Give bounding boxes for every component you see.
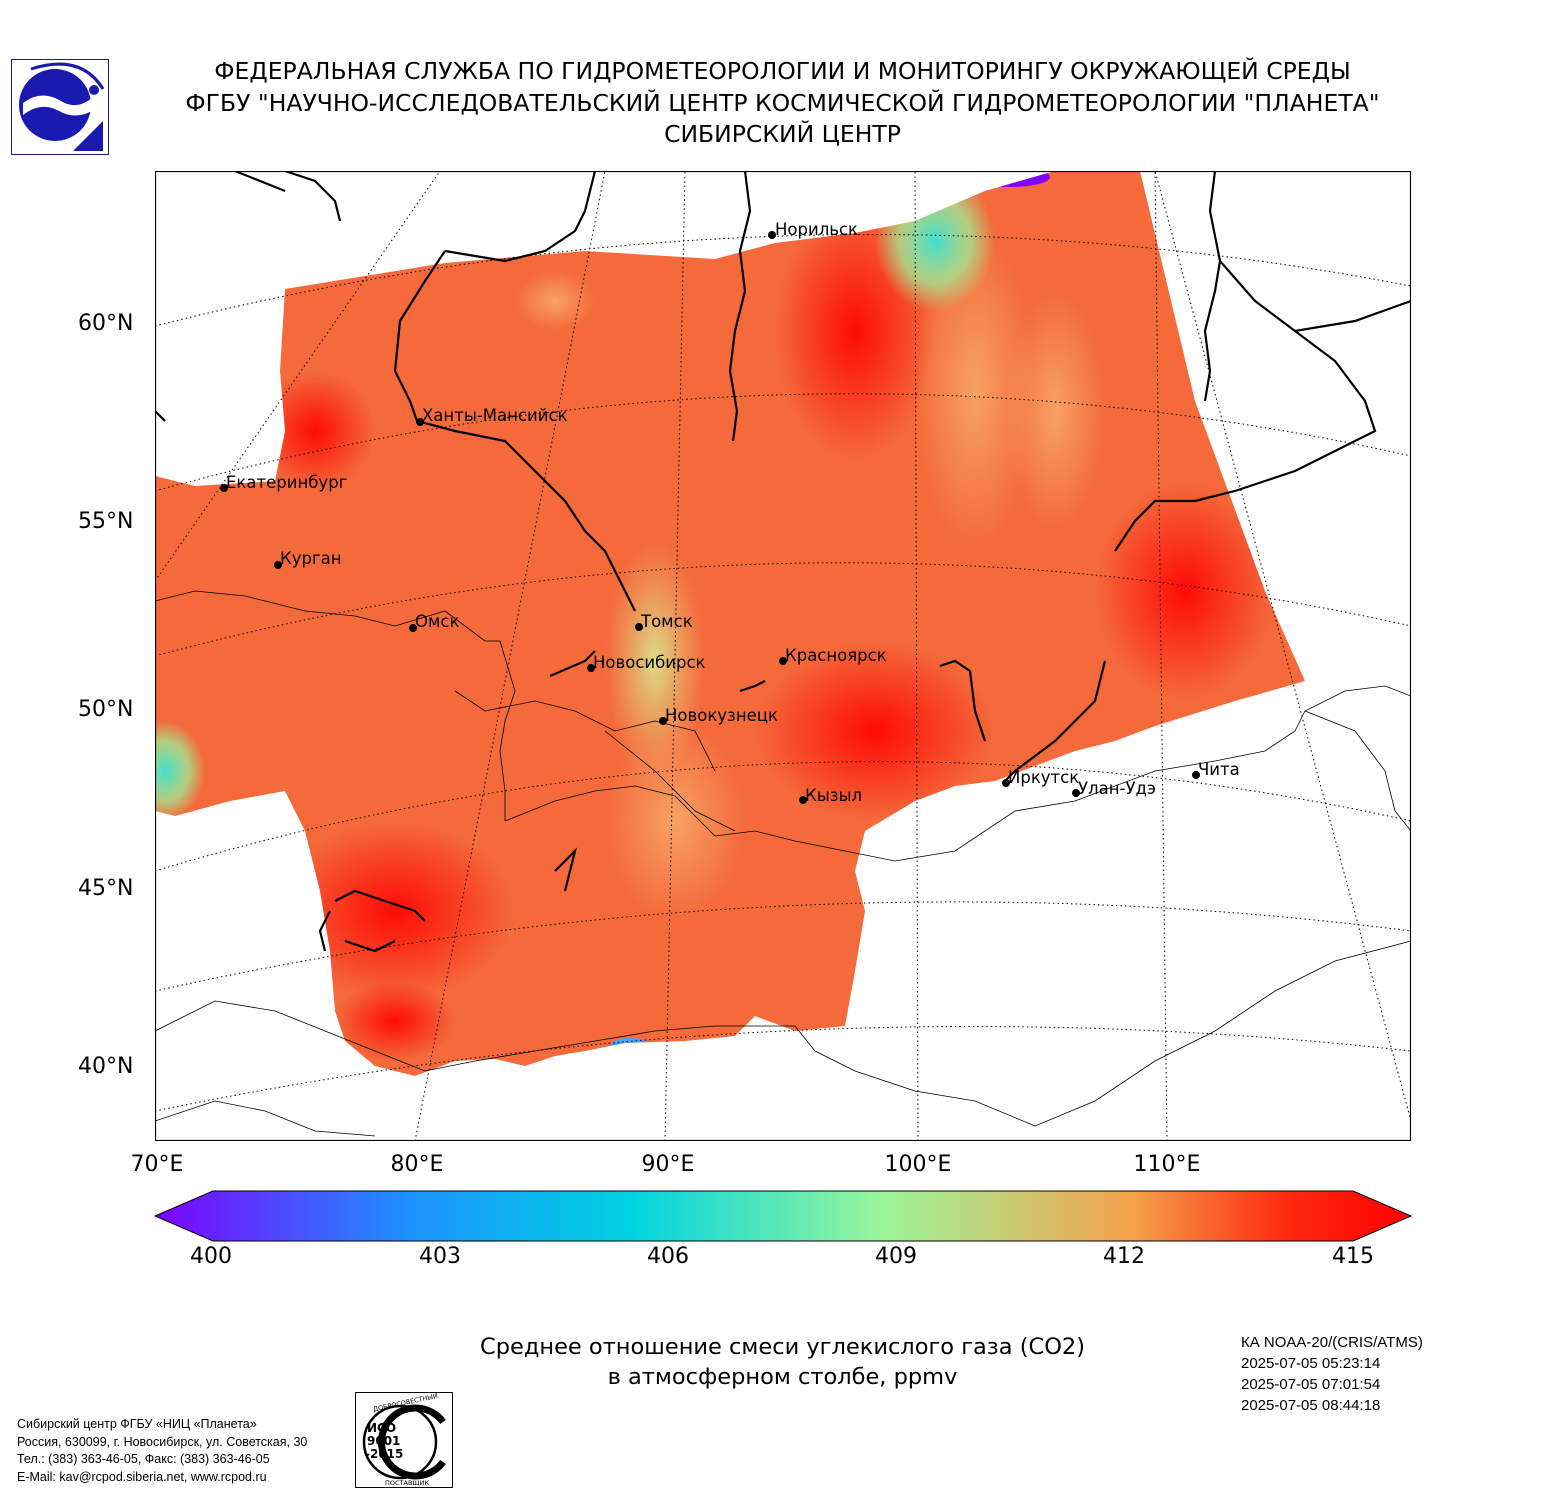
colorbar-tick-412: 412 [1103,1244,1145,1269]
lat-label-50: 50°N [78,697,134,722]
colorbar [153,1190,1413,1242]
city-label-chita: Чита [1198,760,1240,779]
caption-line-2: в атмосферном столбе, ppmv [607,1364,958,1390]
city-krasnoyarsk: Красноярск [779,646,887,665]
lat-label-40: 40°N [78,1054,134,1079]
city-label-novokuznetsk: Новокузнецк [665,706,778,725]
lon-label-110: 110°E [1133,1152,1201,1177]
lon-label-80: 80°E [390,1152,444,1177]
city-markers: Норильск Ханты-Мансийск Екатеринбург Кур… [220,220,1240,805]
address-line-2: Россия, 630099, г. Новосибирск, ул. Сове… [17,1434,308,1449]
city-ulan-ude: Улан-Удэ [1072,779,1156,798]
city-label-irkutsk: Иркутск [1008,768,1079,787]
satellite-name: КА NOAA-20/(CRIS/ATMS) [1241,1334,1423,1351]
map-border [155,171,1411,1141]
satellite-info: КА NOAA-20/(CRIS/ATMS) 2025-07-05 05:23:… [1241,1332,1423,1416]
city-label-tomsk: Томск [640,612,693,631]
iso-9001-badge: ИСО 9001 -2015 ДОБРОСОВЕСТНЫЙ ПОСТАВЩИК [355,1392,453,1488]
city-novokuznetsk: Новокузнецк [659,706,778,725]
colorbar-tick-400: 400 [190,1244,232,1269]
colorbar-tick-415: 415 [1332,1244,1374,1269]
city-label-ulan-ude: Улан-Удэ [1078,779,1156,798]
city-novosibirsk: Новосибирск [587,653,706,672]
lon-label-100: 100°E [884,1152,952,1177]
city-chita: Чита [1192,760,1240,779]
city-label-novosibirsk: Новосибирск [593,653,706,672]
header-line-2: ФГБУ "НАУЧНО-ИССЛЕДОВАТЕЛЬСКИЙ ЦЕНТР КОС… [185,88,1380,117]
city-norilsk: Норильск [768,220,858,239]
caption-line-1: Среднее отношение смеси углекислого газа… [479,1334,1086,1360]
map-caption: Среднее отношение смеси углекислого газа… [385,1332,1180,1392]
lat-label-45: 45°N [78,876,134,901]
address-line-1: Сибирский центр ФГБУ «НИЦ «Планета» [17,1417,257,1431]
satellite-time-2: 2025-07-05 07:01:54 [1241,1376,1381,1393]
lat-label-55: 55°N [78,509,134,534]
city-irkutsk: Иркутск [1002,768,1079,787]
colorbar-tick-409: 409 [875,1244,917,1269]
city-label-omsk: Омск [415,612,460,631]
lon-label-70: 70°E [130,1152,184,1177]
city-tomsk: Томск [635,612,693,631]
header: ФЕДЕРАЛЬНАЯ СЛУЖБА ПО ГИДРОМЕТЕОРОЛОГИИ … [110,56,1455,151]
colorbar-tick-403: 403 [419,1244,461,1269]
satellite-time-1: 2025-07-05 05:23:14 [1241,1355,1381,1372]
city-label-yekaterinburg: Екатеринбург [226,473,347,492]
city-khanty-mansiysk: Ханты-Мансийск [416,406,568,426]
iso-badge-line-1: ИСО [367,1421,396,1435]
city-label-krasnoyarsk: Красноярск [785,646,887,665]
city-label-kurgan: Курган [280,549,342,568]
address-line-3: Тел.: (383) 363-46-05, Факс: (383) 363-4… [17,1452,270,1466]
satellite-time-3: 2025-07-05 08:44:18 [1241,1397,1381,1414]
lat-label-60: 60°N [78,311,134,336]
address-line-4: E-Mail: kav@rcpod.siberia.net, www.rcpod… [17,1469,267,1484]
lon-label-90: 90°E [641,1152,695,1177]
coastlines-rivers [155,171,1411,953]
city-label-kyzyl: Кызыл [805,786,862,805]
planeta-logo [11,59,109,155]
city-omsk: Омск [409,612,460,632]
colorbar-tick-406: 406 [647,1244,689,1269]
city-label-khanty-mansiysk: Ханты-Мансийск [422,406,568,425]
footer-address: Сибирский центр ФГБУ «НИЦ «Планета» Росс… [17,1416,307,1486]
city-yekaterinburg: Екатеринбург [220,473,347,492]
iso-badge-line-2: 9001 [367,1434,400,1448]
city-kurgan: Курган [274,549,342,569]
city-label-norilsk: Норильск [775,220,858,239]
co2-map: Норильск Ханты-Мансийск Екатеринбург Кур… [155,171,1411,1141]
colorbar-gradient [153,1190,1413,1242]
iso-badge-line-3: -2015 [365,1447,403,1461]
iso-badge-bottom-text: ПОСТАВЩИК [385,1479,429,1487]
header-line-3: СИБИРСКИЙ ЦЕНТР [664,120,901,148]
header-line-1: ФЕДЕРАЛЬНАЯ СЛУЖБА ПО ГИДРОМЕТЕОРОЛОГИИ … [214,57,1351,85]
city-kyzyl: Кызыл [799,786,862,805]
country-borders [155,590,1411,1137]
graticule [155,171,1411,1141]
co2-field [155,171,1305,1076]
